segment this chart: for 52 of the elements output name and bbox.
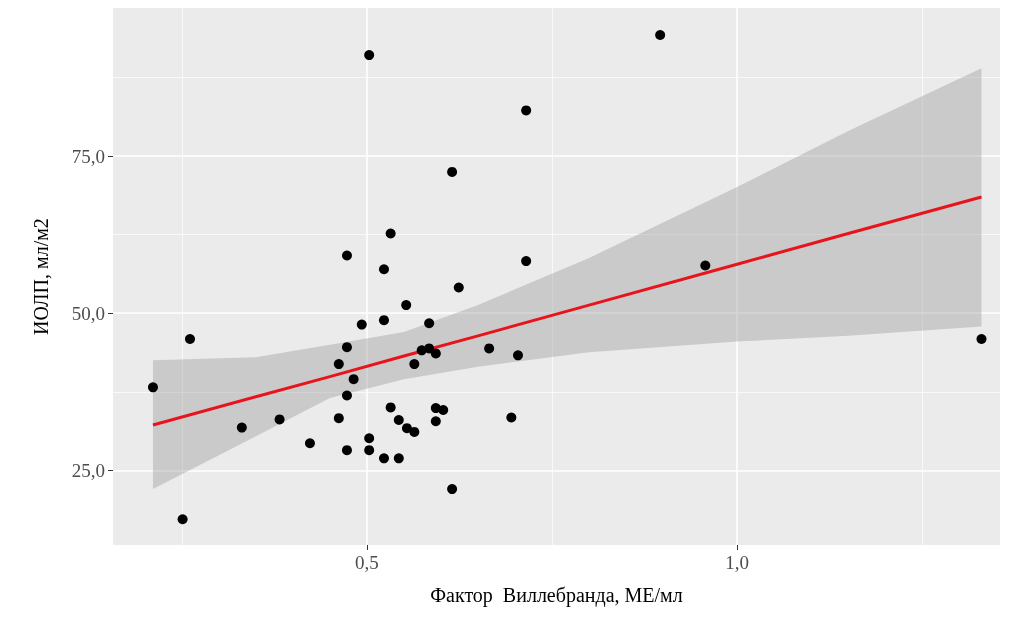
x-tick-label: 0,5: [355, 552, 379, 573]
point: [506, 412, 517, 423]
point: [304, 438, 315, 449]
point: [364, 445, 375, 456]
point: [424, 343, 435, 354]
point: [341, 342, 352, 353]
point: [177, 514, 188, 525]
point: [521, 256, 532, 267]
y-axis-title: ИОЛП, мл/м2: [30, 218, 52, 335]
y-tick-label: 50,0: [71, 302, 105, 324]
point: [333, 359, 344, 370]
point: [341, 250, 352, 261]
point: [364, 50, 375, 61]
point: [341, 445, 352, 456]
point: [430, 416, 441, 427]
y-tick-label: 75,0: [71, 145, 105, 167]
point: [513, 350, 523, 361]
point: [521, 105, 532, 116]
point: [447, 484, 458, 495]
point: [341, 390, 352, 401]
point: [655, 30, 666, 40]
point: [409, 426, 420, 437]
x-tick-label: 1,0: [725, 552, 750, 573]
point: [453, 282, 464, 293]
point: [401, 423, 412, 434]
point: [385, 228, 396, 239]
point: [348, 374, 359, 385]
point: [393, 415, 404, 426]
point: [438, 404, 449, 415]
point: [424, 318, 435, 329]
point: [147, 382, 158, 393]
point: [976, 334, 987, 344]
point: [385, 402, 396, 413]
y-tick-label: 25,0: [71, 459, 105, 481]
line-series: [151, 195, 983, 427]
point: [484, 343, 495, 354]
point: [379, 315, 389, 326]
point: [401, 300, 412, 311]
point: [409, 359, 420, 370]
point: [447, 166, 458, 177]
point: [364, 433, 375, 444]
point: [700, 260, 711, 271]
point: [333, 413, 344, 424]
point: [185, 334, 195, 344]
point: [393, 453, 404, 464]
point: [430, 348, 441, 359]
x-axis-title: Фактор Виллебранда, МЕ/мл: [430, 584, 683, 607]
point: [236, 422, 247, 433]
point: [379, 453, 389, 464]
point: [356, 319, 367, 330]
point: [379, 264, 389, 275]
point: [274, 414, 285, 425]
